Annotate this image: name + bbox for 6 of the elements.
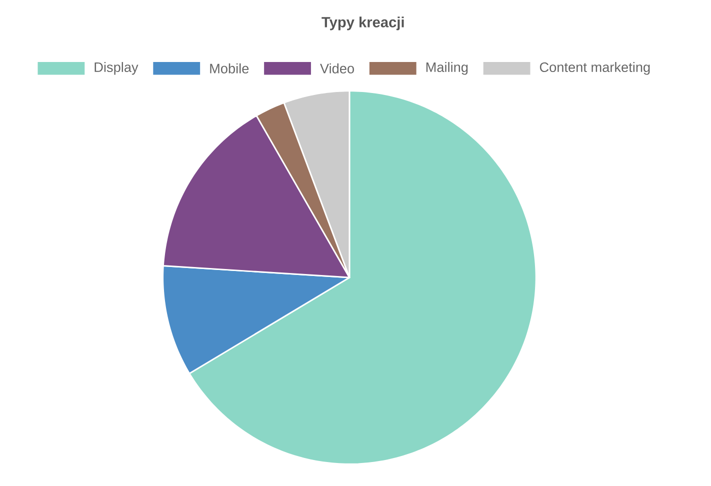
- chart-title: Typy kreacji: [322, 16, 404, 30]
- legend-label: Display: [94, 62, 138, 75]
- legend-label: Mailing: [426, 62, 468, 75]
- legend-label: Content marketing: [540, 62, 650, 75]
- legend-label: Mobile: [210, 64, 249, 74]
- legend-label: Video: [320, 64, 354, 74]
